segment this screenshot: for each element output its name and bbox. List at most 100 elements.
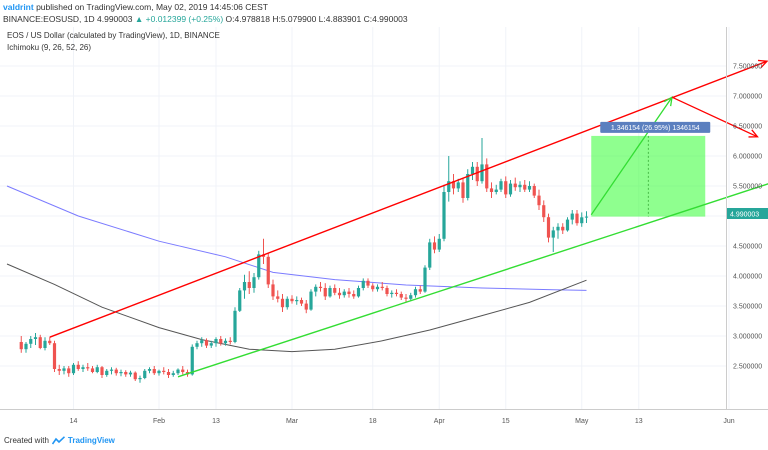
time-tick-label: 18: [369, 418, 377, 425]
chart-title: EOS / US Dollar (calculated by TradingVi…: [7, 31, 220, 40]
candle-body: [133, 372, 137, 380]
price-tick-label: 2.500000: [733, 364, 762, 371]
candle-body: [565, 219, 570, 231]
time-axis[interactable]: 14Feb13Mar18Apr15May13Jun17Jul: [70, 418, 768, 425]
candle-body: [504, 181, 508, 195]
candle-body: [223, 340, 228, 344]
symbol-label: BINANCE:EOSUSD, 1D: [3, 14, 95, 24]
price-tick-label: 6.000000: [733, 154, 762, 161]
candle-body: [114, 369, 118, 374]
red-projection-arrow: [671, 96, 758, 138]
candle-body: [537, 195, 541, 206]
candle-body: [499, 181, 503, 190]
candle-body: [432, 242, 437, 250]
chart-grid: [0, 27, 730, 409]
candle-body: [128, 372, 133, 375]
candle-body: [380, 286, 384, 288]
candle-body: [157, 370, 161, 374]
candle-body: [508, 183, 513, 195]
candle-body: [404, 297, 408, 299]
candle-body: [214, 339, 218, 344]
candle-body: [328, 288, 332, 297]
lower-channel-line: [177, 183, 768, 378]
candle-body: [309, 291, 313, 310]
candle-body: [489, 188, 494, 192]
time-tick-label: Mar: [286, 418, 299, 425]
candle-body: [366, 280, 370, 286]
time-tick-label: May: [575, 418, 589, 425]
candle-body: [152, 369, 156, 374]
publish-info: valdrint published on TradingView.com, M…: [3, 2, 268, 12]
candle-body: [52, 343, 57, 369]
candle-body: [257, 254, 261, 278]
candle-body: [290, 298, 294, 302]
candle-body: [532, 186, 536, 196]
indicator-label[interactable]: Ichimoku (9, 26, 52, 26): [7, 43, 91, 52]
time-tick-label: 15: [502, 418, 510, 425]
candle-body: [437, 238, 441, 250]
candle-body: [247, 282, 251, 288]
candle-body: [176, 369, 180, 374]
candle-body: [575, 213, 579, 224]
candle-body: [200, 340, 204, 344]
upper-channel-arrowhead: [757, 59, 768, 69]
candle-body: [304, 303, 308, 310]
price-tick-label: 7.000000: [733, 94, 762, 101]
high-value: H:5.079900: [272, 14, 317, 24]
candle-body: [442, 192, 446, 239]
candle-body: [190, 346, 194, 375]
time-tick-label: 13: [212, 418, 220, 425]
candle-body: [337, 292, 342, 296]
candle-body: [314, 286, 318, 292]
candle-body: [33, 337, 38, 339]
chart-frame: [0, 27, 768, 432]
author-link[interactable]: valdrint: [3, 2, 34, 12]
candle-body: [447, 181, 451, 192]
candle-body: [109, 369, 114, 371]
candle-body: [451, 181, 456, 189]
candle-body: [423, 267, 427, 292]
candle-body: [76, 364, 80, 369]
candle-body: [352, 294, 356, 297]
candle-body: [342, 291, 346, 296]
candle-body: [546, 217, 551, 238]
candle-body: [90, 368, 95, 372]
candle-body: [513, 183, 517, 188]
price-tick-label: 7.500000: [733, 64, 762, 71]
publish-text: published on TradingView.com, May 02, 20…: [36, 2, 268, 12]
price-chart[interactable]: 1.346154 (26.95%) 1346154 7.500000 7.0000…: [0, 27, 768, 432]
price-tick-label: 3.000000: [733, 334, 762, 341]
candle-body: [71, 364, 76, 374]
candle-body: [219, 339, 223, 344]
last-price-tag: 4.990003: [727, 208, 768, 219]
candle-body: [67, 368, 71, 374]
candle-body: [494, 189, 498, 192]
candle-body: [556, 226, 560, 231]
candle-body: [181, 369, 185, 372]
tradingview-brand-link[interactable]: TradingView: [67, 436, 115, 445]
candle-body: [561, 226, 565, 231]
candle-body: [86, 367, 90, 369]
price-tick-label: 6.500000: [733, 124, 762, 131]
price-tick-label: 4.500000: [733, 244, 762, 251]
price-change: +0.012399 (+0.25%): [145, 14, 224, 24]
candle-body: [166, 372, 171, 375]
last-price-tag-text: 4.990003: [730, 212, 759, 219]
candle-body: [518, 184, 522, 188]
candle-body: [394, 292, 399, 294]
candle-body: [147, 369, 152, 371]
green-projection-arrow: [590, 96, 673, 216]
candle-body: [461, 182, 465, 198]
candle-body: [580, 217, 584, 224]
change-arrow-icon: ▲: [134, 14, 144, 24]
time-tick-label: Apr: [434, 418, 446, 425]
price-tick-label: 5.500000: [733, 184, 762, 191]
candle-body: [228, 340, 232, 342]
candle-body: [475, 166, 479, 182]
candle-body: [480, 164, 484, 182]
candle-body: [271, 284, 275, 297]
candle-body: [323, 288, 327, 297]
measure-label-box: [600, 121, 711, 133]
price-tick-label: 3.500000: [733, 304, 762, 311]
candle-body: [428, 242, 432, 268]
